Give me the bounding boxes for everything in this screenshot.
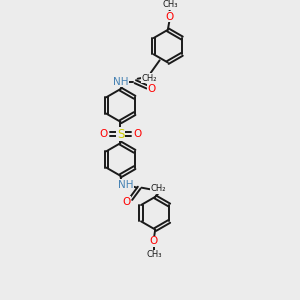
Text: O: O xyxy=(133,129,141,139)
Text: CH₂: CH₂ xyxy=(150,184,166,194)
Text: CH₂: CH₂ xyxy=(142,74,157,82)
Text: CH₃: CH₃ xyxy=(163,0,178,9)
Text: O: O xyxy=(123,197,131,207)
Text: O: O xyxy=(148,84,156,94)
Text: O: O xyxy=(149,236,158,246)
Text: O: O xyxy=(100,129,108,139)
Text: CH₃: CH₃ xyxy=(146,250,162,259)
Text: NH: NH xyxy=(118,180,133,190)
Text: S: S xyxy=(117,128,124,141)
Text: O: O xyxy=(165,12,173,22)
Text: NH: NH xyxy=(113,77,129,87)
